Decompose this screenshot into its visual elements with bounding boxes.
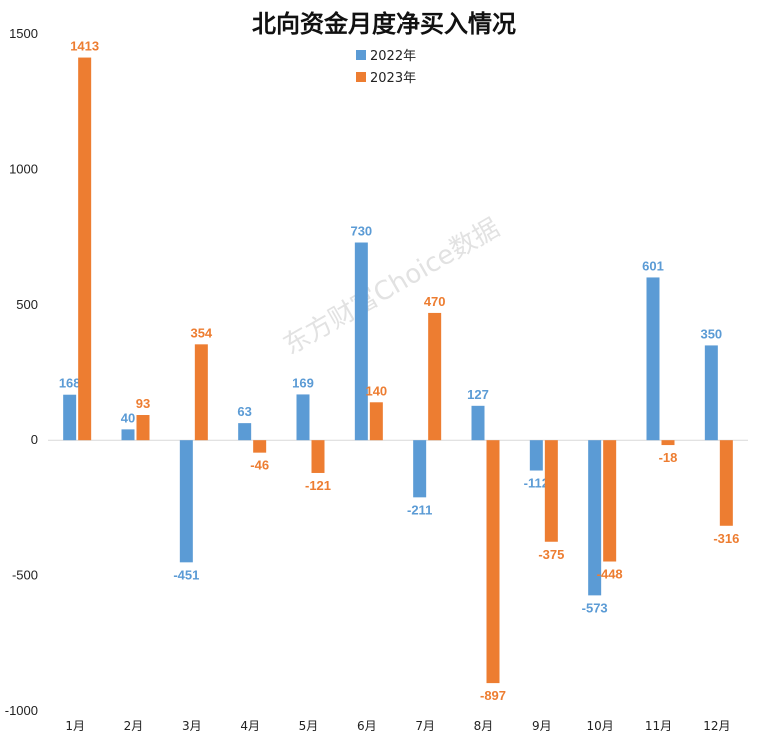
x-tick-label: 10月 — [587, 719, 614, 733]
x-tick-label: 12月 — [703, 719, 730, 733]
data-label: -375 — [538, 547, 564, 562]
data-label: 354 — [190, 325, 212, 340]
data-label: 470 — [424, 294, 446, 309]
bar-series2 — [544, 440, 558, 542]
y-tick-label: -500 — [12, 568, 38, 583]
bar-series2 — [486, 440, 500, 684]
bar-series1 — [529, 440, 543, 471]
bar-series1 — [238, 423, 252, 441]
bar-series2 — [603, 440, 617, 562]
data-label: 140 — [365, 383, 387, 398]
x-tick-label: 7月 — [415, 719, 435, 733]
bar-series2 — [719, 440, 733, 526]
bar-series1 — [179, 440, 193, 563]
bar-series2 — [428, 312, 442, 441]
watermark: 东方财富Choice数据 — [279, 213, 505, 361]
bar-series2 — [78, 57, 92, 441]
legend-label: 2022年 — [370, 49, 416, 64]
data-label: -18 — [659, 450, 678, 465]
y-tick-label: 0 — [31, 432, 38, 447]
bar-series2 — [311, 440, 325, 473]
data-label: 169 — [292, 375, 314, 390]
data-label: -316 — [713, 531, 739, 546]
x-axis: 1月 2月 3月 4月 5月 6月 7月 8月 9月 10月 11月 12月 — [65, 719, 730, 733]
data-label: -211 — [407, 502, 432, 517]
x-tick-label: 4月 — [240, 719, 260, 733]
bar-series2 — [661, 440, 675, 446]
data-label: -46 — [250, 458, 269, 473]
data-label: 168 — [59, 376, 81, 391]
x-tick-label: 3月 — [182, 719, 202, 733]
data-label: -112 — [524, 476, 549, 491]
bar-series1 — [354, 242, 368, 441]
bars: 168 40 -451 63 169 730 -211 127 -112 -573 601 350 14… — [59, 39, 740, 704]
bar-series2 — [253, 440, 267, 453]
x-tick-label: 2月 — [124, 719, 144, 733]
data-label: 1413 — [70, 39, 99, 54]
data-label: -897 — [480, 688, 506, 703]
data-label: -448 — [597, 567, 623, 582]
bar-series1 — [588, 440, 602, 596]
chart-title: 北向资金月度净买入情况 — [252, 10, 516, 38]
data-label: 350 — [700, 326, 722, 341]
y-tick-label: 1000 — [9, 161, 38, 176]
data-label: 601 — [642, 258, 664, 273]
x-tick-label: 9月 — [532, 719, 552, 733]
y-tick-label: 1500 — [9, 26, 38, 41]
data-label: 63 — [237, 404, 251, 419]
data-label: 730 — [350, 224, 372, 239]
x-tick-label: 6月 — [357, 719, 377, 733]
bar-series2 — [194, 344, 208, 441]
bar-series1 — [646, 277, 660, 441]
x-tick-label: 8月 — [474, 719, 494, 733]
data-label: -121 — [305, 478, 331, 493]
data-label: 40 — [121, 410, 135, 425]
data-label: 127 — [467, 387, 489, 402]
bar-series1 — [471, 405, 485, 441]
legend: 2022年 2023年 — [356, 49, 416, 86]
bar-series2 — [136, 415, 150, 441]
y-tick-label: 500 — [16, 297, 38, 312]
bar-series1 — [413, 440, 427, 498]
bar-series1 — [704, 345, 718, 441]
data-label: -451 — [173, 567, 199, 582]
y-axis: 1500 1000 500 0 -500 -1000 — [5, 26, 748, 718]
legend-swatch — [356, 72, 366, 82]
bar-series1 — [63, 394, 77, 441]
bar-series1 — [296, 394, 310, 441]
bar-series2 — [369, 402, 383, 441]
data-label: -573 — [582, 600, 608, 615]
y-tick-label: -1000 — [5, 703, 38, 718]
legend-label: 2023年 — [370, 71, 416, 86]
legend-swatch — [356, 50, 366, 60]
bar-series1 — [121, 429, 135, 441]
data-label: 93 — [136, 396, 150, 411]
x-tick-label: 11月 — [645, 719, 672, 733]
x-tick-label: 5月 — [299, 719, 319, 733]
x-tick-label: 1月 — [65, 719, 85, 733]
